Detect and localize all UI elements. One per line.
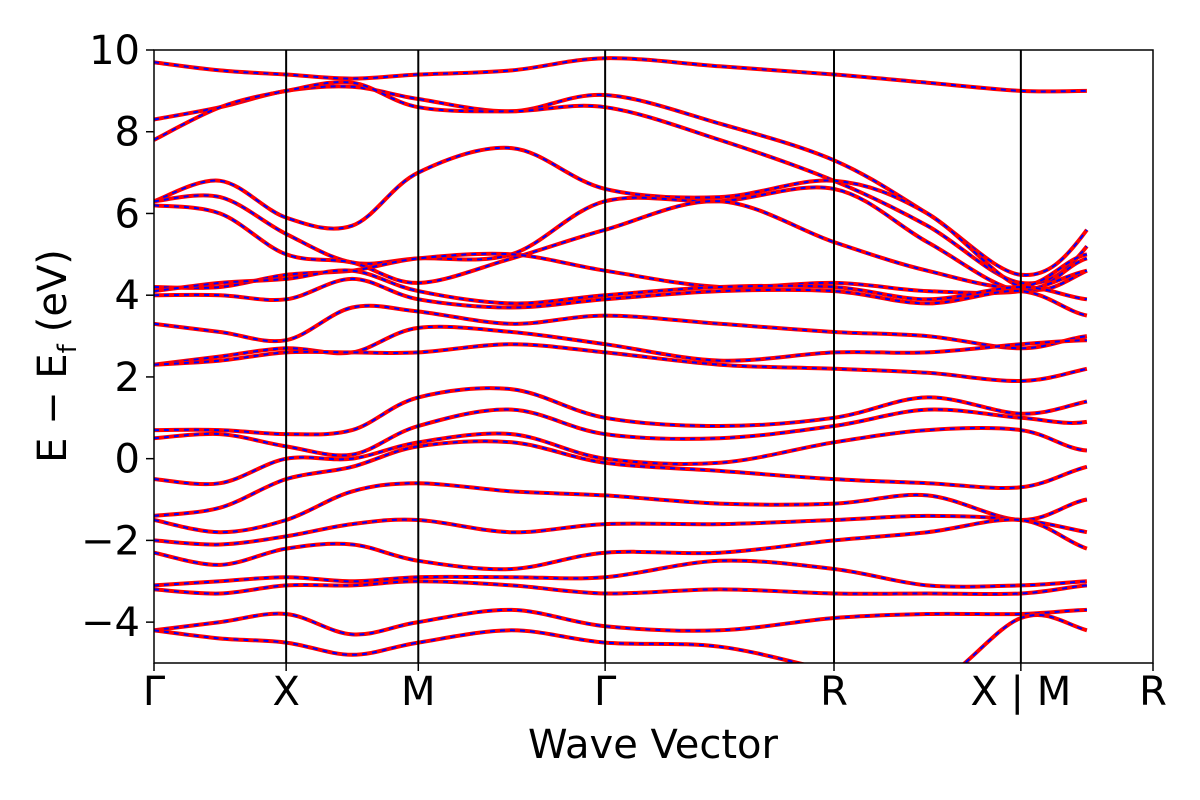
y-tick-label-7: −4 [81,600,140,646]
band-line-dashed-3 [154,146,1088,291]
band-line-dashed-18 [154,518,1088,571]
x-tick-label-3: Γ [594,669,617,715]
plot-frame [153,49,1154,664]
y-axis-title-main: E − E [30,353,76,463]
x-axis-title: Wave Vector [528,722,779,768]
x-tick-label-2: M [401,669,436,715]
y-tick-label-1: 8 [115,110,140,156]
x-axis-ticks: Γ X M Γ R X | M R [143,663,1167,715]
band-line-dashed-14 [154,427,1087,486]
y-tick-label-4: 2 [115,355,140,401]
band-line-dashed-15 [154,440,1088,517]
x-tick-label-5: X | M [970,669,1071,715]
y-tick-label-5: 0 [115,437,140,483]
y-tick-label-2: 6 [115,191,140,237]
x-tick-label-6: R [1139,669,1167,715]
x-tick-label-0: Γ [143,669,166,715]
x-tick-label-1: X [272,669,299,715]
y-axis-title-subscript: f [53,343,83,353]
y-axis-ticks: 10 8 6 4 2 0 −2 −4 [81,28,154,646]
x-tick-label-4: R [820,669,848,715]
y-tick-label-3: 4 [115,273,140,319]
y-axis-title: E − Ef (eV) [30,249,83,463]
y-tick-label-0: 10 [89,28,140,74]
y-tick-label-6: −2 [81,518,140,564]
y-axis-title-unit: (eV) [30,249,76,332]
high-symmetry-lines [285,50,1022,663]
